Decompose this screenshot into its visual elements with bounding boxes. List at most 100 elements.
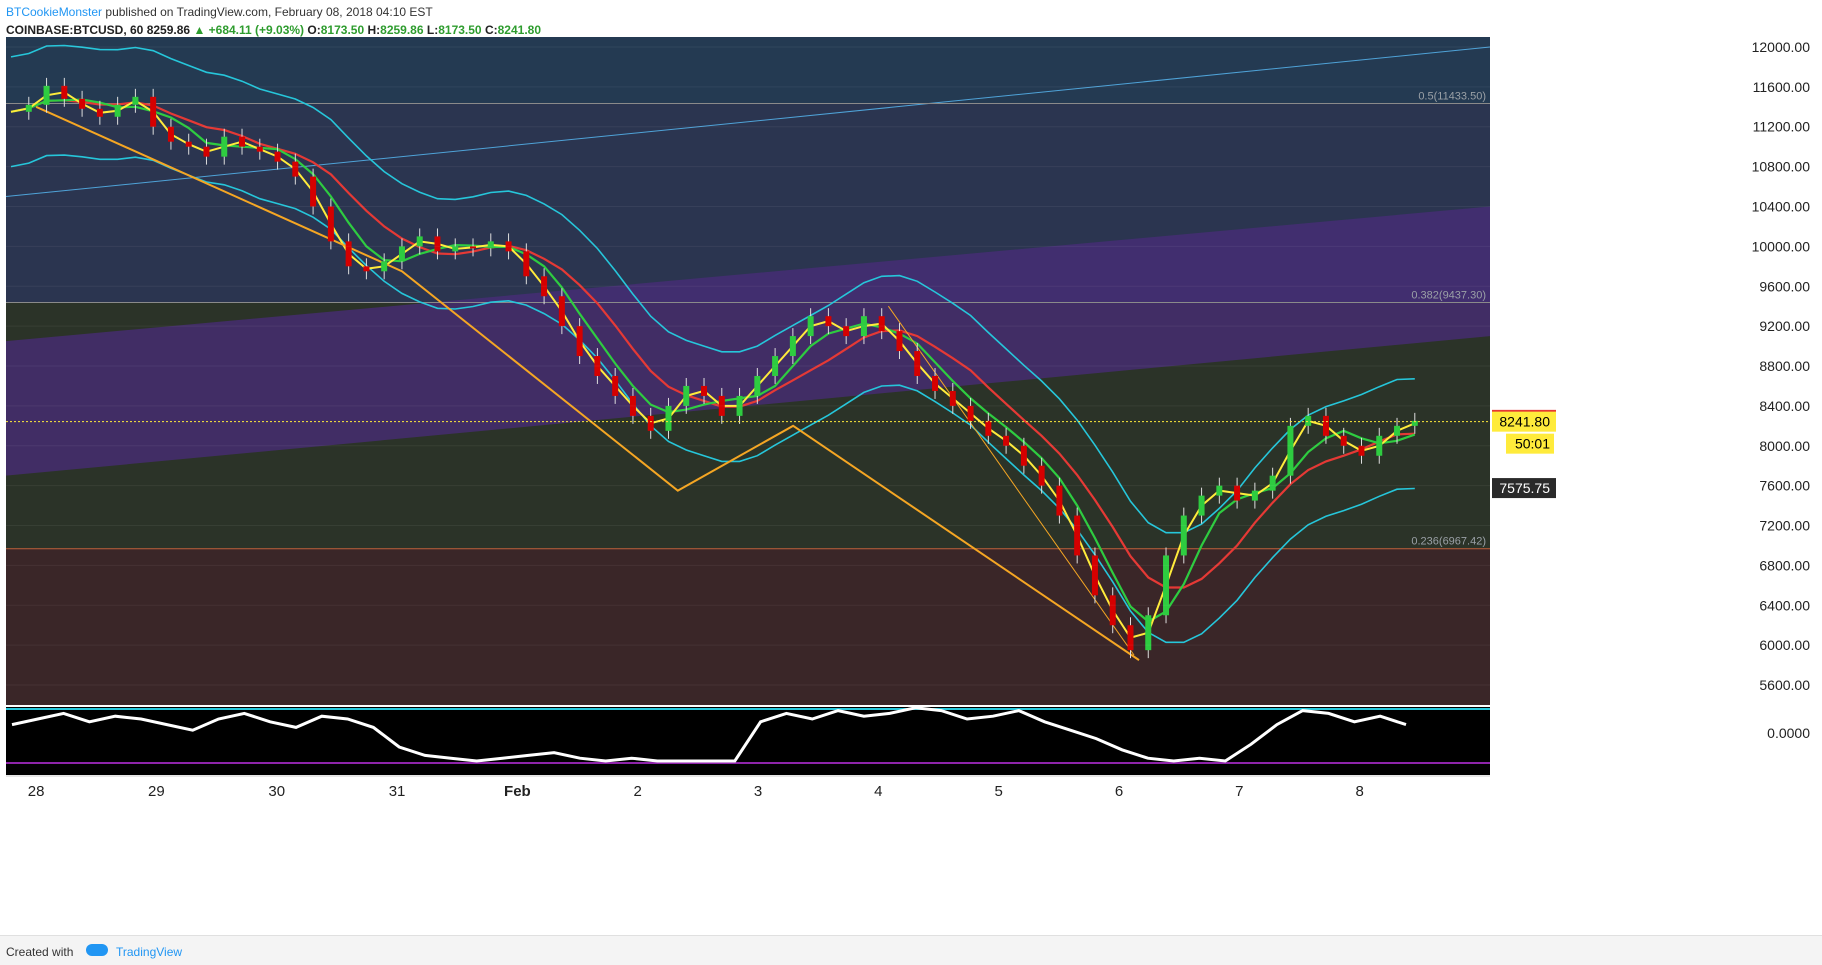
candle-body xyxy=(683,385,690,406)
candle-body xyxy=(718,395,725,416)
channel-band xyxy=(6,206,1490,476)
candle-body xyxy=(1109,595,1116,626)
tradingview-cloud-icon xyxy=(86,944,108,956)
chart-header: BTCookieMonster published on TradingView… xyxy=(0,0,1822,44)
y-tick-label: 6400.00 xyxy=(1759,597,1810,613)
candle-body xyxy=(61,85,68,99)
y-tick-label: 8800.00 xyxy=(1759,358,1810,374)
candle-body xyxy=(772,356,779,376)
y-tick-label: 7600.00 xyxy=(1759,478,1810,494)
wave-line xyxy=(35,105,1140,661)
candlesticks xyxy=(25,77,1418,659)
last-price: 8259.86 xyxy=(146,23,191,37)
candle-body xyxy=(1056,485,1063,516)
time-axis-bg xyxy=(6,775,1821,933)
candle-body xyxy=(1163,555,1170,616)
candle-body xyxy=(1322,415,1329,436)
candle-body xyxy=(345,241,352,267)
oscillator-label: 0.0000 xyxy=(1767,725,1810,741)
x-tick-label: 6 xyxy=(1115,783,1123,800)
candle-body xyxy=(327,206,334,242)
candle-body xyxy=(896,331,903,352)
time-axis: 28 29 30 31 Feb 2 3 4 5 6 7 8 xyxy=(6,775,1821,933)
zone-top xyxy=(6,37,1490,104)
candle-body xyxy=(434,236,441,252)
candle-body xyxy=(629,395,636,416)
candle-body xyxy=(1376,435,1383,456)
candle-body xyxy=(1411,420,1418,426)
close-label: C: xyxy=(484,23,498,37)
fib-label: 0.236(6967.42) xyxy=(1411,536,1486,548)
candle-body xyxy=(789,336,796,357)
candle-body xyxy=(1020,445,1027,466)
close-price-tag: 8241.80 xyxy=(1499,414,1550,430)
candle-body xyxy=(754,375,761,396)
candle-body xyxy=(1003,435,1010,446)
y-tick-label: 5600.00 xyxy=(1759,677,1810,693)
candle-body xyxy=(1394,425,1401,436)
candle-body xyxy=(825,316,832,327)
y-tick-label: 12000.00 xyxy=(1752,39,1811,55)
y-tick-label: 8400.00 xyxy=(1759,398,1810,414)
x-tick-label: 8 xyxy=(1355,783,1363,800)
created-with-text: Created with xyxy=(6,945,74,959)
bollinger-lower xyxy=(10,154,1415,644)
fib-label: 0.5(11433.50) xyxy=(1418,90,1486,102)
open-label: O: xyxy=(307,23,321,37)
candle-body xyxy=(470,246,477,249)
x-tick-label: 31 xyxy=(389,783,406,800)
candle-body xyxy=(594,356,601,376)
y-tick-label: 7200.00 xyxy=(1759,518,1810,534)
tradingview-link[interactable]: TradingView xyxy=(116,945,183,959)
candle-body xyxy=(381,261,388,272)
candle-body xyxy=(239,136,246,147)
x-tick-label: 28 xyxy=(28,783,45,800)
candle-body xyxy=(576,326,583,357)
price-axis: 12000.00 11600.00 11200.00 10800.00 10400.00… xyxy=(6,37,1821,705)
x-tick-label: 5 xyxy=(995,783,1003,800)
candle-body xyxy=(523,251,530,277)
x-tick-label: 30 xyxy=(268,783,285,800)
y-tick-label: 9600.00 xyxy=(1759,278,1810,294)
x-tick-label: 2 xyxy=(634,783,642,800)
candle-body xyxy=(647,415,654,431)
candle-body xyxy=(1074,515,1081,556)
candle-body xyxy=(452,246,459,252)
x-tick-label: 3 xyxy=(754,783,762,800)
y-tick-label: 6800.00 xyxy=(1759,557,1810,573)
y-tick-label: 9200.00 xyxy=(1759,318,1810,334)
candle-body xyxy=(25,104,32,112)
candle-body xyxy=(1234,485,1241,501)
candle-body xyxy=(310,176,317,207)
low-label: L: xyxy=(426,23,439,37)
x-tick-label: 4 xyxy=(874,783,882,800)
candle-body xyxy=(1127,625,1134,651)
publish-line: BTCookieMonster published on TradingView… xyxy=(6,5,433,19)
oscillator-axis-bg xyxy=(1490,707,1821,775)
fib-levels: 0.5(11433.50) 0.382(9437.30) 0.236(6967.42… xyxy=(6,90,1490,550)
candle-body xyxy=(1198,495,1205,516)
author-name[interactable]: BTCookieMonster xyxy=(6,5,103,19)
zone-lower xyxy=(6,548,1490,705)
close-price-tag-box xyxy=(1492,411,1556,432)
y-tick-label: 10400.00 xyxy=(1752,198,1811,214)
high-label: H: xyxy=(367,23,381,37)
candle-body xyxy=(949,390,956,406)
close-value: 8241.80 xyxy=(497,23,542,37)
candle-body xyxy=(1305,415,1312,426)
candle-body xyxy=(1287,425,1294,476)
candle-body xyxy=(878,316,885,332)
candle-body xyxy=(914,351,921,376)
wave-line-minor xyxy=(887,305,1135,656)
candle-body xyxy=(1145,615,1152,651)
candle-body xyxy=(612,375,619,396)
candle-body xyxy=(665,405,672,431)
candle-body xyxy=(1358,445,1365,456)
candle-body xyxy=(96,108,103,117)
candle-body xyxy=(1269,475,1276,491)
candle-body xyxy=(505,241,512,252)
axis-bg xyxy=(1490,37,1821,705)
footer-bar: Created with TradingView xyxy=(0,935,1822,965)
candle-body xyxy=(363,266,370,272)
